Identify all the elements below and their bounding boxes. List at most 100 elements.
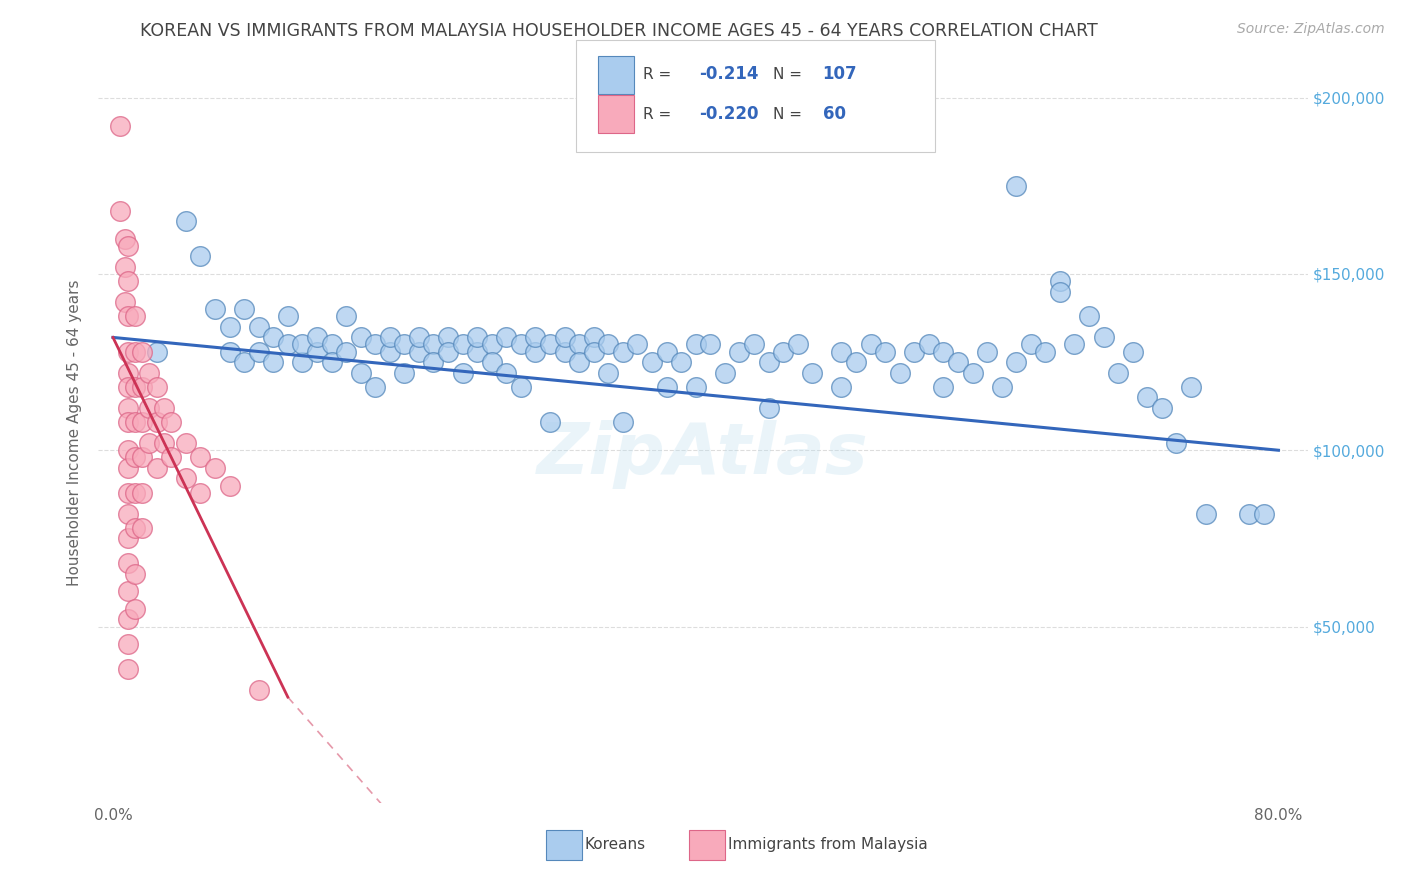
Point: [131, 485, 153, 500]
Point: [131, 450, 153, 465]
Point: [1136, 390, 1159, 404]
Point: [117, 612, 139, 626]
Point: [117, 461, 139, 475]
Point: [117, 443, 139, 458]
Point: [218, 344, 240, 359]
Point: [117, 310, 139, 324]
Point: [277, 310, 299, 324]
Point: [1033, 344, 1056, 359]
Point: [685, 337, 707, 351]
Point: [582, 330, 605, 344]
Text: -0.220: -0.220: [699, 105, 758, 123]
Point: [598, 366, 620, 380]
Point: [932, 380, 955, 394]
Point: [451, 366, 474, 380]
Point: [190, 485, 212, 500]
Point: [131, 521, 153, 535]
Text: Source: ZipAtlas.com: Source: ZipAtlas.com: [1237, 22, 1385, 37]
Point: [612, 344, 634, 359]
Point: [364, 337, 387, 351]
Point: [131, 380, 153, 394]
Point: [145, 380, 167, 394]
Point: [859, 337, 882, 351]
Point: [160, 415, 183, 429]
Point: [1049, 274, 1071, 288]
Point: [394, 337, 416, 351]
Point: [117, 507, 139, 521]
Point: [131, 344, 153, 359]
Point: [465, 330, 488, 344]
Point: [350, 330, 373, 344]
Point: [1005, 178, 1028, 193]
Point: [1122, 344, 1144, 359]
Point: [582, 344, 605, 359]
Point: [117, 662, 139, 676]
Point: [153, 436, 176, 450]
Point: [1049, 285, 1071, 299]
Point: [422, 337, 444, 351]
Point: [114, 260, 136, 274]
Point: [117, 637, 139, 651]
Point: [124, 415, 146, 429]
Point: [110, 119, 132, 133]
Point: [451, 337, 474, 351]
Text: KOREAN VS IMMIGRANTS FROM MALAYSIA HOUSEHOLDER INCOME AGES 45 - 64 YEARS CORRELA: KOREAN VS IMMIGRANTS FROM MALAYSIA HOUSE…: [139, 22, 1098, 40]
Point: [918, 337, 941, 351]
Text: R =: R =: [643, 107, 676, 121]
Point: [138, 436, 160, 450]
Y-axis label: Householder Income Ages 45 - 64 years: Householder Income Ages 45 - 64 years: [67, 279, 83, 586]
Point: [117, 401, 139, 415]
Point: [117, 556, 139, 570]
Point: [990, 380, 1012, 394]
Point: [1180, 380, 1202, 394]
Point: [262, 355, 284, 369]
Point: [685, 380, 707, 394]
Point: [408, 344, 430, 359]
Point: [1253, 507, 1275, 521]
Point: [190, 450, 212, 465]
Point: [190, 249, 212, 263]
Point: [1063, 337, 1085, 351]
Point: [204, 461, 226, 475]
Point: [117, 274, 139, 288]
Point: [124, 485, 146, 500]
Point: [291, 355, 314, 369]
Point: [598, 337, 620, 351]
Point: [422, 355, 444, 369]
Point: [110, 203, 132, 218]
Point: [554, 330, 576, 344]
Text: N =: N =: [773, 107, 807, 121]
Text: -0.214: -0.214: [699, 65, 758, 83]
Point: [124, 380, 146, 394]
Point: [655, 380, 678, 394]
Point: [1005, 355, 1028, 369]
Point: [117, 380, 139, 394]
Point: [538, 415, 561, 429]
Point: [1150, 401, 1173, 415]
Point: [1166, 436, 1188, 450]
Point: [138, 401, 160, 415]
Point: [641, 355, 664, 369]
Text: 107: 107: [823, 65, 858, 83]
Point: [394, 366, 416, 380]
Point: [277, 337, 299, 351]
Point: [124, 450, 146, 465]
Point: [138, 366, 160, 380]
Text: N =: N =: [773, 67, 807, 81]
Point: [262, 330, 284, 344]
Point: [946, 355, 969, 369]
Point: [699, 337, 721, 351]
Text: Koreans: Koreans: [585, 838, 645, 852]
Point: [889, 366, 911, 380]
Point: [728, 344, 751, 359]
Point: [117, 239, 139, 253]
Text: Immigrants from Malaysia: Immigrants from Malaysia: [728, 838, 928, 852]
Point: [1107, 366, 1129, 380]
Point: [335, 310, 357, 324]
Point: [305, 330, 328, 344]
Point: [524, 330, 547, 344]
Point: [772, 344, 794, 359]
Point: [1194, 507, 1216, 521]
Point: [538, 337, 561, 351]
Point: [145, 461, 167, 475]
